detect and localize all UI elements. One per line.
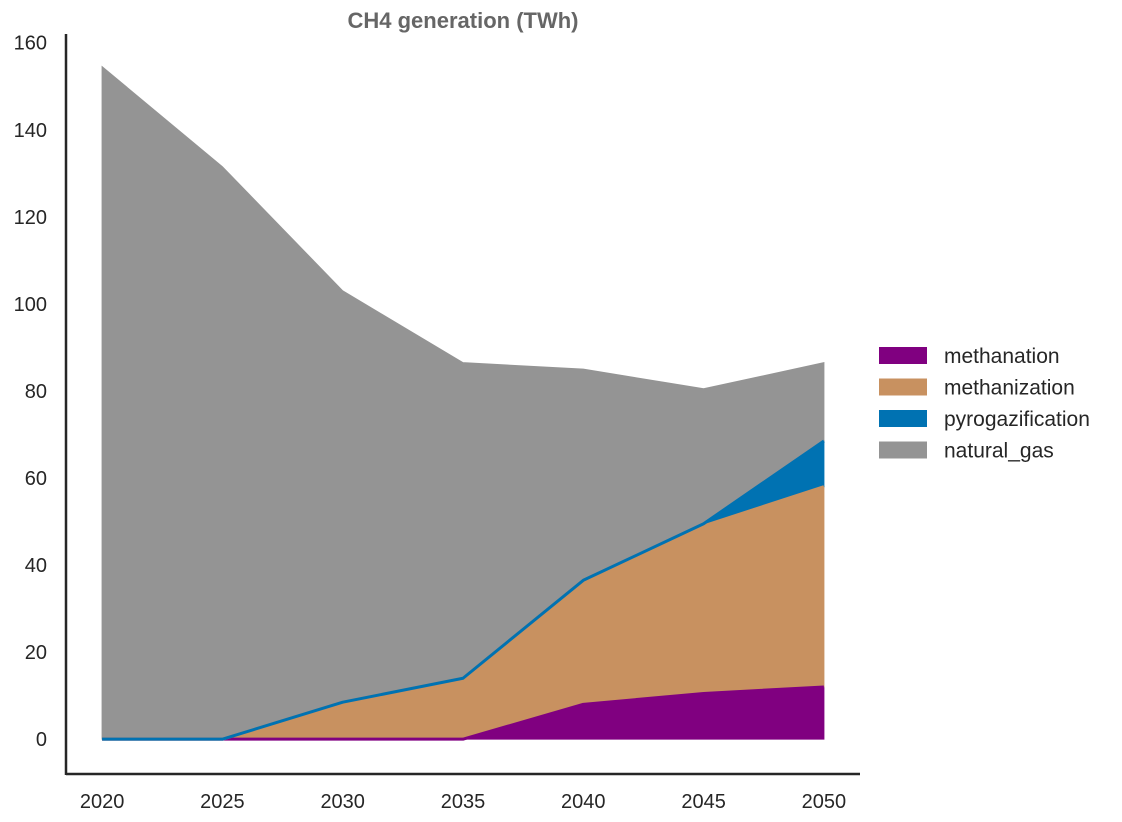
- line-pyrogazification: [102, 439, 825, 741]
- legend-swatch-methanation: [879, 347, 927, 364]
- stacked-areas: [101, 65, 825, 740]
- x-tick-label: 2030: [320, 791, 365, 813]
- y-tick-label: 80: [25, 381, 47, 403]
- y-tick-label: 120: [14, 207, 47, 229]
- y-tick-label: 140: [14, 120, 47, 142]
- legend-swatch-pyrogazification: [879, 410, 927, 427]
- x-tick-label: 2050: [802, 791, 847, 813]
- legend-swatch-natural_gas: [879, 441, 927, 459]
- y-tick-label: 160: [14, 33, 47, 55]
- y-tick-label: 100: [14, 294, 47, 316]
- y-tick-label: 60: [25, 468, 47, 490]
- legend-label-methanation: methanation: [944, 345, 1060, 368]
- x-tick-label: 2035: [441, 791, 486, 813]
- legend-label-methanization: methanization: [944, 377, 1075, 400]
- y-tick-label: 0: [36, 729, 47, 751]
- series-lines: [102, 439, 825, 741]
- legend-swatch-methanization: [879, 378, 927, 396]
- x-tick-labels: 2020 2025 2030 2035 2040 2045 2050: [80, 791, 846, 813]
- x-tick-label: 2045: [681, 791, 726, 813]
- chart-title: CH4 generation (TWh): [348, 8, 579, 33]
- x-tick-label: 2025: [200, 791, 245, 813]
- x-tick-label: 2020: [80, 791, 125, 813]
- legend: methanation methanization pyrogazification…: [879, 345, 1090, 463]
- y-tick-labels: 0 20 40 60 80 100 120 140 160: [14, 33, 47, 751]
- y-tick-label: 40: [25, 555, 47, 577]
- legend-label-natural_gas: natural_gas: [944, 440, 1054, 463]
- y-tick-label: 20: [25, 642, 47, 664]
- legend-label-pyrogazification: pyrogazification: [944, 408, 1090, 431]
- x-tick-label: 2040: [561, 791, 606, 813]
